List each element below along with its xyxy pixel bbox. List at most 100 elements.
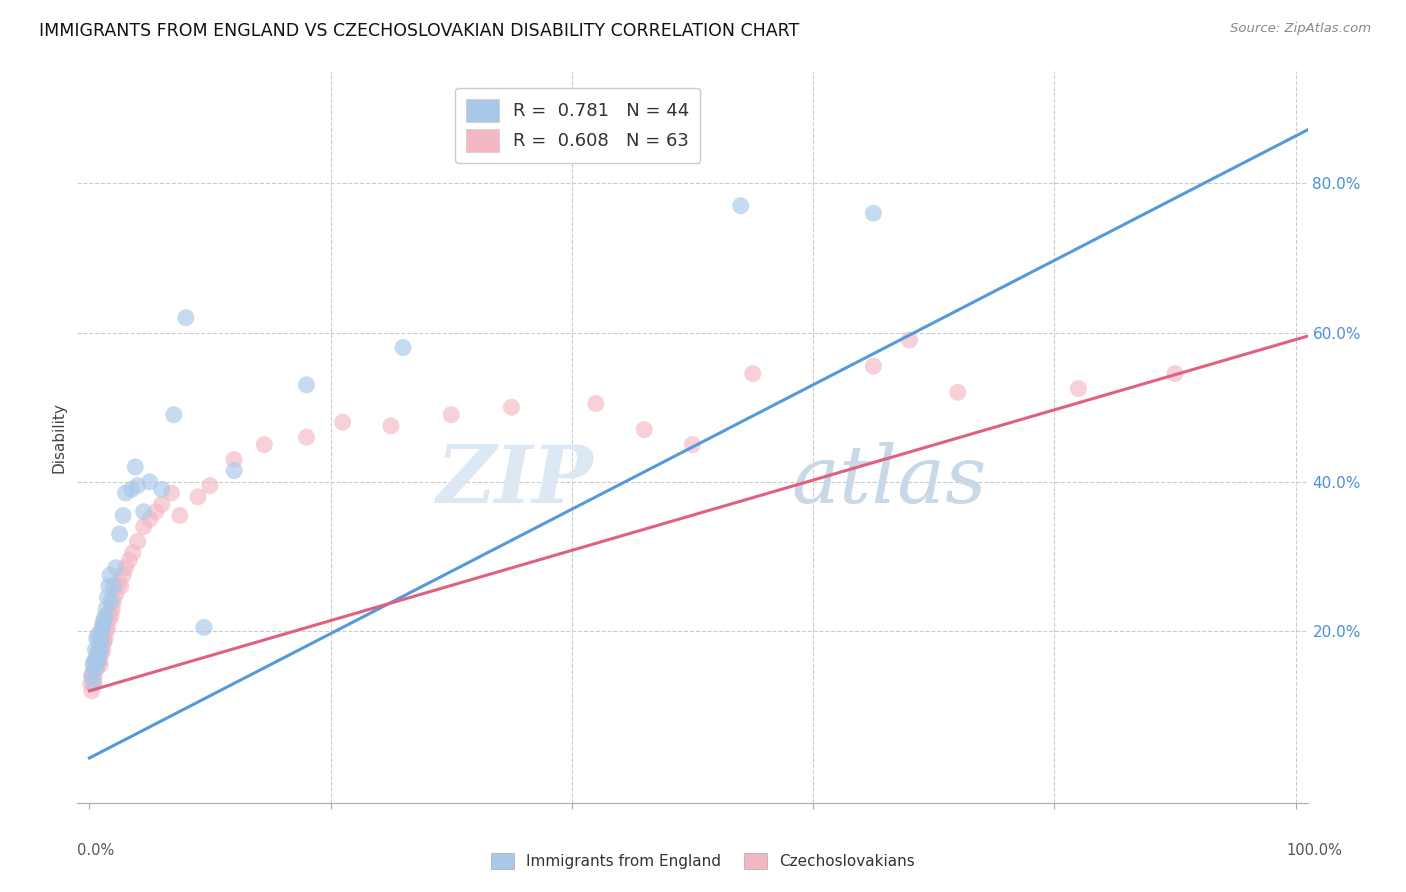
Point (107, 575, 129, 590)
Point (89, 639, 111, 653)
Point (87, 654, 110, 668)
Point (150, 497, 173, 511)
Point (150, 483, 173, 497)
Text: ZIP: ZIP (437, 442, 595, 520)
Point (80, 669, 103, 683)
Point (898, 333, 921, 347)
Point (79, 676, 101, 690)
Point (114, 486, 136, 500)
Point (132, 519, 155, 533)
Point (82, 657, 104, 672)
Point (87, 650, 110, 665)
Point (112, 508, 135, 523)
Point (84, 654, 107, 668)
Point (1164, 367, 1187, 381)
Point (97, 613, 120, 627)
Point (118, 553, 141, 567)
Point (86, 661, 108, 675)
Point (108, 527, 131, 541)
Point (90, 647, 112, 661)
Point (224, 452, 246, 467)
Point (862, 359, 884, 374)
Point (114, 560, 136, 574)
Point (633, 423, 655, 437)
Point (585, 396, 607, 410)
Point (83, 661, 105, 675)
Point (91, 616, 114, 631)
Point (332, 415, 354, 429)
Point (138, 475, 160, 489)
Point (83, 654, 105, 668)
Point (862, 206, 884, 220)
Point (295, 430, 318, 444)
Point (94, 632, 117, 646)
Point (87, 642, 110, 657)
Point (174, 310, 197, 325)
Point (90, 639, 112, 653)
Point (91, 620, 114, 634)
Point (1067, 382, 1090, 396)
Text: Source: ZipAtlas.com: Source: ZipAtlas.com (1230, 22, 1371, 36)
Point (91, 635, 114, 649)
Point (124, 459, 146, 474)
Point (86, 654, 108, 668)
Y-axis label: Disability: Disability (51, 401, 66, 473)
Point (80, 669, 103, 683)
Point (392, 341, 415, 355)
Point (127, 534, 149, 549)
Point (87, 654, 110, 668)
Point (96, 601, 118, 615)
Point (145, 505, 167, 519)
Point (110, 579, 132, 593)
Point (501, 401, 523, 415)
Point (90, 632, 112, 646)
Point (86, 650, 108, 665)
Point (224, 464, 246, 478)
Point (104, 560, 127, 574)
Point (100, 609, 122, 624)
Point (682, 437, 704, 451)
Point (80, 683, 103, 698)
Point (440, 408, 463, 422)
Point (89, 635, 111, 649)
Point (101, 601, 124, 615)
Point (89, 657, 111, 672)
Point (87, 628, 110, 642)
Point (96, 591, 118, 605)
Point (946, 385, 969, 400)
Point (198, 478, 221, 492)
Point (253, 437, 276, 451)
Point (163, 408, 186, 422)
Point (100, 594, 122, 608)
Point (380, 418, 402, 433)
Point (98, 568, 121, 582)
Point (138, 512, 160, 526)
Text: atlas: atlas (792, 442, 986, 520)
Point (93, 628, 115, 642)
Point (86, 632, 108, 646)
Point (94, 609, 117, 624)
Point (127, 478, 149, 492)
Point (93, 635, 115, 649)
Text: 0.0%: 0.0% (77, 843, 114, 858)
Point (132, 505, 155, 519)
Point (83, 669, 105, 683)
Point (84, 657, 107, 672)
Point (121, 483, 143, 497)
Legend: Immigrants from England, Czechoslovakians: Immigrants from England, Czechoslovakian… (485, 847, 921, 875)
Point (187, 490, 209, 504)
Point (112, 568, 135, 582)
Point (83, 676, 105, 690)
Point (193, 620, 215, 634)
Point (104, 587, 127, 601)
Text: IMMIGRANTS FROM ENGLAND VS CZECHOSLOVAKIAN DISABILITY CORRELATION CHART: IMMIGRANTS FROM ENGLAND VS CZECHOSLOVAKI… (39, 22, 800, 40)
Point (741, 367, 763, 381)
Point (160, 486, 183, 500)
Point (730, 199, 752, 213)
Point (90, 624, 112, 639)
Point (82, 665, 104, 680)
Point (96, 620, 118, 634)
Point (121, 546, 143, 560)
Point (89, 642, 111, 657)
Point (87, 642, 110, 657)
